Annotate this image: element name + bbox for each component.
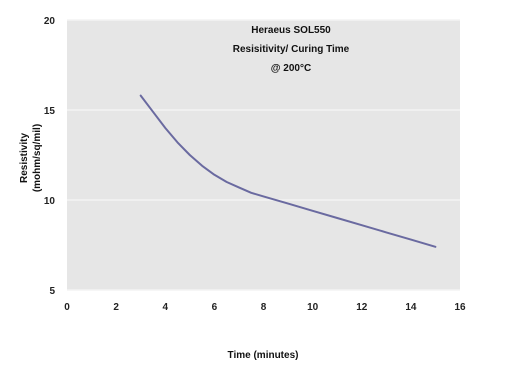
series-line-0 (139, 94, 437, 248)
y-axis-title-line-2: (mohm/sq/mil) (32, 124, 43, 192)
chart-title-line-1: Heraeus SOL550 (251, 25, 331, 36)
y-axis-title-line-1: Resistivity (19, 133, 30, 183)
x-tick-label-10: 10 (307, 302, 319, 313)
y-tick-label-10: 10 (44, 196, 56, 207)
chart-title-line-3: @ 200°C (271, 63, 311, 74)
chart-title-line-2: Resisitivity/ Curing Time (233, 44, 350, 55)
plot-area (67, 20, 460, 290)
x-tick-label-0: 0 (64, 302, 70, 313)
x-axis-ticks: 0 2 4 6 8 10 12 14 16 (64, 302, 466, 313)
x-tick-label-16: 16 (454, 302, 466, 313)
y-axis-ticks: 5 10 15 20 (44, 16, 56, 297)
y-tick-label-15: 15 (44, 106, 56, 117)
x-tick-label-12: 12 (356, 302, 368, 313)
x-tick-label-8: 8 (261, 302, 267, 313)
gridlines (67, 19, 460, 291)
x-tick-label-2: 2 (113, 302, 119, 313)
y-tick-label-5: 5 (49, 286, 55, 297)
x-tick-label-6: 6 (212, 302, 218, 313)
x-axis-title: Time (minutes) (228, 350, 299, 361)
x-tick-label-14: 14 (405, 302, 417, 313)
series-layer (139, 94, 437, 248)
x-tick-label-4: 4 (162, 302, 168, 313)
y-tick-label-20: 20 (44, 16, 56, 27)
